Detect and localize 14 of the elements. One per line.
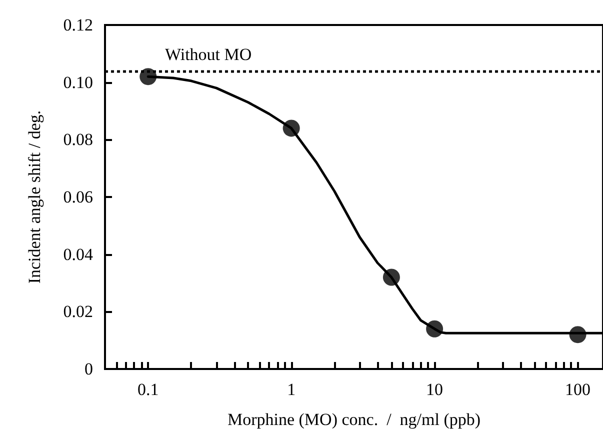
y-tick-label: 0.06 [63,188,93,206]
y-tick-label: 0.10 [63,72,93,92]
y-axis-title: Incident angle shift / deg. [25,110,44,284]
y-tick-label: 0.04 [63,244,94,264]
y-tick-label: 0.02 [63,302,93,322]
x-axis-title: Morphine (MO) conc. / ng/ml (ppb) [227,410,481,429]
x-tick-label: 10 [426,380,444,399]
y-tick-label: 0 [84,360,93,378]
x-tick-label: 0.1 [137,380,159,399]
y-tick-label: 0.08 [63,130,93,150]
x-tick-label: 1 [287,380,296,399]
ref-line-label: Without MO [165,44,252,64]
y-tick-label: 0.12 [63,16,93,34]
x-tick-label: 100 [565,380,591,399]
